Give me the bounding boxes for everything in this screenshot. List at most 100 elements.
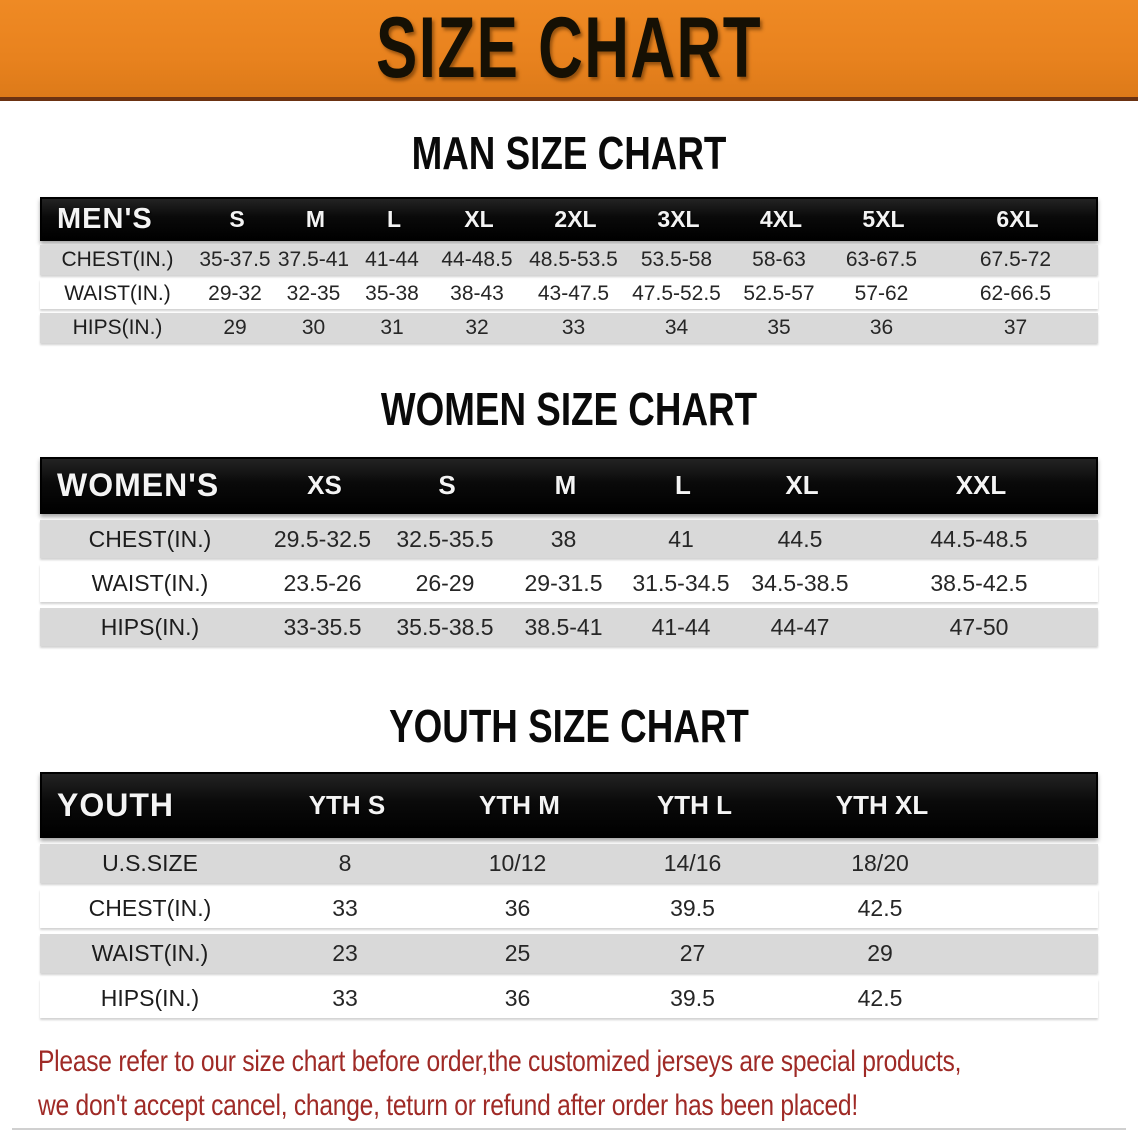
size-value: 31.5-34.5 xyxy=(632,569,730,596)
women-table-body: CHEST(IN.) 29.5-32.5 32.5-35.5 38 41 44.5 44.5… xyxy=(40,520,1098,646)
size-value: 53.5-58 xyxy=(640,248,713,271)
men-table-header-row: MEN'S S M L XL 2XL 3XL 4XL 5XL 6XL xyxy=(40,197,1098,241)
men-table-body: CHEST(IN.) 35-37.5 37.5-41 41-44 44-48.5 48.5… xyxy=(40,245,1098,343)
size-column-header: 2XL xyxy=(554,205,597,232)
row-label: HIPS(IN.) xyxy=(72,316,163,339)
women-section-heading: WOMEN SIZE CHART xyxy=(380,383,758,435)
size-column-header: XXL xyxy=(955,470,1007,500)
size-column-header: 4XL xyxy=(759,205,803,232)
size-value: 25 xyxy=(504,940,531,966)
size-value: 38.5-41 xyxy=(524,613,603,640)
row-label: HIPS(IN.) xyxy=(100,985,200,1011)
size-value: 10/12 xyxy=(488,850,547,876)
row-label: CHEST(IN.) xyxy=(88,895,212,921)
group-label: WOMEN'S xyxy=(57,467,220,503)
size-value: 32 xyxy=(465,316,489,339)
size-value: 32.5-35.5 xyxy=(396,525,494,552)
size-value: 44-47 xyxy=(770,613,830,640)
size-value: 35.5-38.5 xyxy=(396,613,494,640)
measure-row: CHEST(IN.) 29.5-32.5 32.5-35.5 38 41 44.5 44.5… xyxy=(40,520,1098,558)
size-column-header: XL xyxy=(464,205,494,232)
measure-row: CHEST(IN.) 33 36 39.5 42.5 xyxy=(40,889,1098,928)
size-column-header: S xyxy=(438,470,456,500)
size-value: 44-48.5 xyxy=(441,248,513,271)
size-value: 23.5-26 xyxy=(283,569,362,596)
size-column-header: 5XL xyxy=(862,205,905,232)
size-value: 58-63 xyxy=(752,248,806,271)
size-column-header: 3XL xyxy=(657,205,700,232)
size-value: 41-44 xyxy=(651,613,711,640)
size-value: 52.5-57 xyxy=(743,282,815,305)
measure-row: HIPS(IN.) 29 30 31 32 33 34 35 36 37 xyxy=(40,313,1098,343)
size-value: 67.5-72 xyxy=(979,248,1052,271)
disclaimer-line-1: Please refer to our size chart before or… xyxy=(38,1045,962,1078)
size-value: 39.5 xyxy=(670,895,715,921)
size-column-header: YTH XL xyxy=(835,789,929,820)
measure-row: U.S.SIZE 8 10/12 14/16 18/20 xyxy=(40,844,1098,883)
measure-row: WAIST(IN.) 23.5-26 26-29 29-31.5 31.5-34.5 34… xyxy=(40,564,1098,602)
size-value: 31 xyxy=(380,316,404,339)
size-value: 36 xyxy=(869,316,894,339)
size-column-header: YTH S xyxy=(308,789,386,820)
size-column-header: 6XL xyxy=(996,205,1039,232)
size-value: 42.5 xyxy=(857,985,903,1011)
youth-table-header-row: YOUTH YTH S YTH M YTH L YTH XL xyxy=(40,772,1098,838)
measure-row: WAIST(IN.) 23 25 27 29 xyxy=(40,934,1098,973)
size-value: 33 xyxy=(332,985,358,1011)
group-label: MEN'S xyxy=(57,202,153,235)
size-value: 33-35.5 xyxy=(283,613,362,640)
size-value: 47-50 xyxy=(949,613,1009,640)
size-value: 37 xyxy=(1003,316,1028,339)
youth-size-table: YOUTH YTH S YTH M YTH L YTH XL U.S.SIZE 8 10/1… xyxy=(40,772,1098,1018)
row-label: WAIST(IN.) xyxy=(91,569,209,596)
size-column-header: YTH M xyxy=(479,789,560,820)
row-label: HIPS(IN.) xyxy=(100,613,200,640)
size-value: 38-43 xyxy=(450,282,504,305)
size-value: 42.5 xyxy=(857,895,903,921)
row-label: WAIST(IN.) xyxy=(64,282,171,305)
disclaimer-line-2: we don't accept cancel, change, teturn o… xyxy=(38,1089,858,1122)
youth-section-heading: YOUTH SIZE CHART xyxy=(389,700,749,752)
size-value: 41-44 xyxy=(365,248,419,271)
women-size-section: WOMEN SIZE CHART WOMEN'S XS S M L XL XXL CHEST… xyxy=(0,343,1138,646)
size-value: 62-66.5 xyxy=(979,282,1052,305)
measure-row: HIPS(IN.) 33 36 39.5 42.5 xyxy=(40,979,1098,1018)
size-column-header: L xyxy=(675,470,691,500)
youth-table-body: U.S.SIZE 8 10/12 14/16 18/20 CHEST(IN.) 33 36 39… xyxy=(40,844,1098,1018)
size-column-header: YTH L xyxy=(656,789,733,820)
women-size-table: WOMEN'S XS S M L XL XXL CHEST(IN.) 29.5-32.5 32.… xyxy=(40,457,1098,646)
size-value: 48.5-53.5 xyxy=(529,248,618,271)
size-value: 43-47.5 xyxy=(537,282,610,305)
banner: SIZE CHART xyxy=(0,0,1138,101)
size-column-header: XL xyxy=(785,470,819,500)
size-value: 29-31.5 xyxy=(524,569,603,596)
size-value: 44.5 xyxy=(777,525,823,552)
page-title: SIZE CHART xyxy=(376,0,762,96)
row-label: CHEST(IN.) xyxy=(61,248,174,271)
size-value: 29 xyxy=(867,940,893,966)
size-value: 33 xyxy=(332,895,358,921)
row-label: CHEST(IN.) xyxy=(88,525,212,552)
size-value: 14/16 xyxy=(663,850,722,876)
size-value: 27 xyxy=(679,940,706,966)
size-value: 44.5-48.5 xyxy=(930,525,1028,552)
size-value: 39.5 xyxy=(670,985,715,1011)
size-value: 36 xyxy=(504,985,531,1011)
size-value: 18/20 xyxy=(851,850,909,876)
size-value: 32-35 xyxy=(286,282,341,305)
size-value: 23 xyxy=(332,940,358,966)
size-column-header: L xyxy=(386,205,402,232)
size-value: 47.5-52.5 xyxy=(632,282,721,305)
size-value: 29.5-32.5 xyxy=(273,525,372,552)
men-section-heading: MAN SIZE CHART xyxy=(411,127,727,179)
disclaimer: Please refer to our size chart before or… xyxy=(38,1040,1138,1128)
size-value: 35-37.5 xyxy=(199,248,271,271)
size-value: 34.5-38.5 xyxy=(751,569,849,596)
youth-size-section: YOUTH SIZE CHART YOUTH YTH S YTH M YTH L YTH… xyxy=(0,646,1138,1018)
size-value: 38.5-42.5 xyxy=(930,569,1028,596)
row-label: U.S.SIZE xyxy=(102,850,198,876)
size-value: 35 xyxy=(767,316,791,339)
size-column-header: M xyxy=(554,470,577,500)
measure-row: WAIST(IN.) 29-32 32-35 35-38 38-43 43-47.5 47.… xyxy=(40,279,1098,309)
